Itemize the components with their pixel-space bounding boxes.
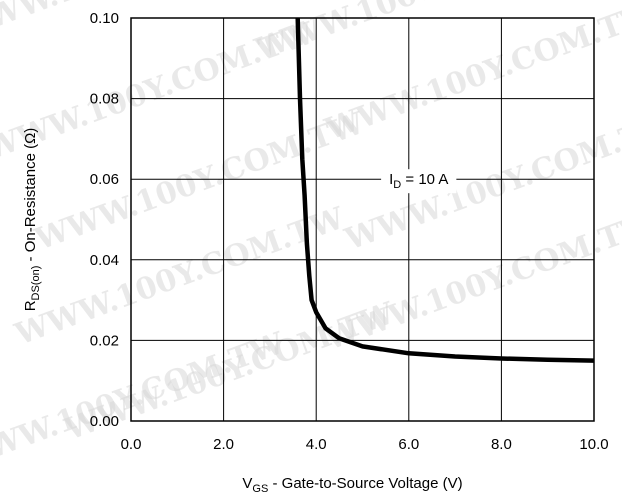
y-tick-labels: 0.00 0.02 0.04 0.06 0.08 0.10: [90, 10, 119, 430]
y-tick-label: 0.06: [90, 171, 119, 188]
annotation-label: ID = 10 A: [389, 171, 448, 191]
y-tick-label: 0.10: [90, 10, 119, 27]
x-tick-label: 6.0: [398, 436, 419, 453]
y-axis-label: RDS(on) - On-Resistance (Ω): [22, 128, 42, 312]
watermark-layer: WWW.100Y.COM.TW WWW.100Y.COM.TWWWW.100Y.C…: [0, 0, 622, 478]
x-tick-label: 4.0: [306, 436, 327, 453]
series-line: [295, 17, 595, 363]
x-tick-label: 10.0: [579, 436, 608, 453]
x-tick-labels: 0.0 2.0 4.0 6.0 8.0 10.0: [121, 436, 609, 453]
y-tick-label: 0.08: [90, 91, 119, 108]
annotation: ID = 10 A: [381, 169, 457, 194]
plot-frame: [130, 17, 595, 422]
y-tick-label: 0.02: [90, 332, 119, 349]
x-tick-label: 2.0: [213, 436, 234, 453]
watermark-text: WWW.100Y.COM.TW: [0, 325, 290, 477]
y-tick-label: 0.00: [90, 413, 119, 430]
x-axis-label: VGS - Gate-to-Source Voltage (V): [242, 475, 462, 495]
grid-lines: [131, 18, 594, 421]
x-tick-label: 0.0: [121, 436, 142, 453]
y-tick-label: 0.04: [90, 252, 119, 269]
x-tick-label: 8.0: [491, 436, 512, 453]
